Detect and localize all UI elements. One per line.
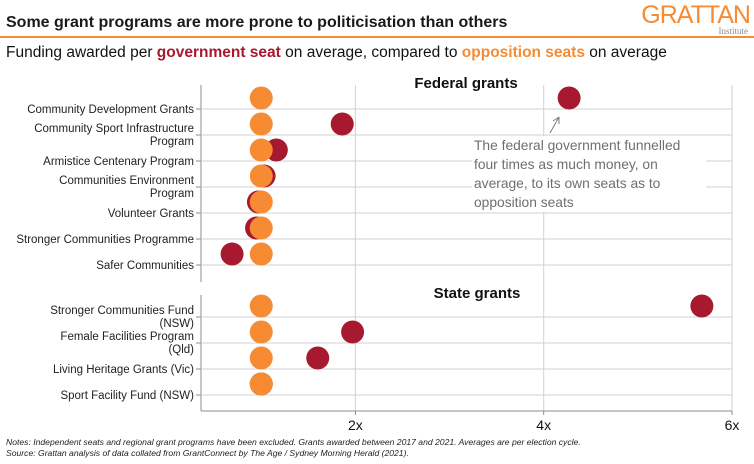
chart-title: Some grant programs are more prone to po… bbox=[6, 14, 508, 31]
government-dot bbox=[306, 346, 330, 370]
chart-subtitle: Funding awarded per government seat on a… bbox=[6, 44, 667, 62]
category-label-line: Stronger Communities Programme bbox=[16, 234, 194, 246]
subtitle-text-1: Funding awarded per bbox=[6, 44, 157, 61]
x-tick-label: 4x bbox=[536, 417, 551, 433]
panel-title: State grants bbox=[434, 285, 521, 302]
category-label: Stronger Communities Programme bbox=[16, 234, 194, 246]
footnotes: Notes: Independent seats and regional gr… bbox=[6, 437, 581, 459]
legend-opposition-seats: opposition seats bbox=[461, 44, 585, 61]
annotation-text: The federal government funnelled four ti… bbox=[472, 136, 706, 212]
opposition-dot bbox=[249, 216, 273, 240]
annotation-arrow bbox=[549, 116, 560, 134]
category-label: Volunteer Grants bbox=[108, 208, 195, 220]
category-label: Living Heritage Grants (Vic) bbox=[53, 364, 194, 376]
legend-government-seat: government seat bbox=[156, 44, 281, 61]
category-label-line: (Qld) bbox=[168, 344, 194, 356]
category-label-line: Community Sport Infrastructure bbox=[34, 123, 194, 135]
opposition-dot bbox=[249, 294, 273, 318]
category-label: Armistice Centenary Program bbox=[43, 156, 194, 168]
government-dot bbox=[330, 112, 354, 136]
opposition-dot bbox=[249, 320, 273, 344]
panel-title: Federal grants bbox=[414, 75, 517, 92]
category-label-line: Living Heritage Grants (Vic) bbox=[53, 364, 194, 376]
category-label: Community Sport Infrastructure Program bbox=[34, 123, 194, 148]
opposition-dot bbox=[249, 242, 273, 266]
grattan-logo: GRATTAN Institute bbox=[641, 1, 751, 36]
opposition-dot bbox=[249, 190, 273, 214]
category-label: Female Facilities Program (Qld) bbox=[60, 331, 194, 356]
category-label: Communities Environment Program bbox=[59, 175, 195, 200]
government-dot bbox=[690, 294, 714, 318]
category-label-line: Community Development Grants bbox=[27, 104, 194, 116]
category-label: Sport Facility Fund (NSW) bbox=[60, 390, 194, 402]
opposition-dot bbox=[249, 372, 273, 396]
opposition-dot bbox=[249, 164, 273, 188]
category-label-line: Stronger Communities Fund bbox=[50, 305, 194, 317]
x-tick-label: 2x bbox=[348, 417, 363, 433]
category-label-line: Sport Facility Fund (NSW) bbox=[60, 390, 194, 402]
subtitle-text-3: on average bbox=[584, 44, 667, 61]
opposition-dot bbox=[249, 138, 273, 162]
title-divider bbox=[0, 36, 754, 38]
category-label-line: (NSW) bbox=[160, 318, 195, 330]
annotation-arrowhead bbox=[552, 116, 560, 124]
opposition-dot bbox=[249, 112, 273, 136]
category-label: Stronger Communities Fund (NSW) bbox=[50, 305, 194, 330]
x-tick-label: 6x bbox=[725, 417, 740, 433]
government-dot bbox=[341, 320, 365, 344]
logo-wordmark: GRATTAN bbox=[641, 1, 751, 29]
subtitle-text-2: on average, compared to bbox=[280, 44, 462, 61]
category-label-line: Program bbox=[150, 188, 194, 200]
category-label-line: Safer Communities bbox=[96, 260, 194, 272]
government-dot bbox=[220, 242, 244, 266]
government-dot bbox=[557, 86, 581, 110]
category-label: Safer Communities bbox=[96, 260, 194, 272]
category-label-line: Female Facilities Program bbox=[60, 331, 194, 343]
category-label: Community Development Grants bbox=[27, 104, 194, 116]
panel-state: State grants Stronger Communities Fund (NS… bbox=[50, 285, 732, 411]
category-label-line: Program bbox=[150, 136, 194, 148]
logo-subtext: Institute bbox=[718, 26, 749, 36]
opposition-dot bbox=[249, 346, 273, 370]
category-label-line: Volunteer Grants bbox=[108, 208, 195, 220]
opposition-dot bbox=[249, 86, 273, 110]
category-label-line: Communities Environment bbox=[59, 175, 195, 187]
source-text: Source: Grattan analysis of data collate… bbox=[6, 448, 409, 458]
category-label-line: Armistice Centenary Program bbox=[43, 156, 194, 168]
notes-text: Notes: Independent seats and regional gr… bbox=[6, 437, 581, 447]
